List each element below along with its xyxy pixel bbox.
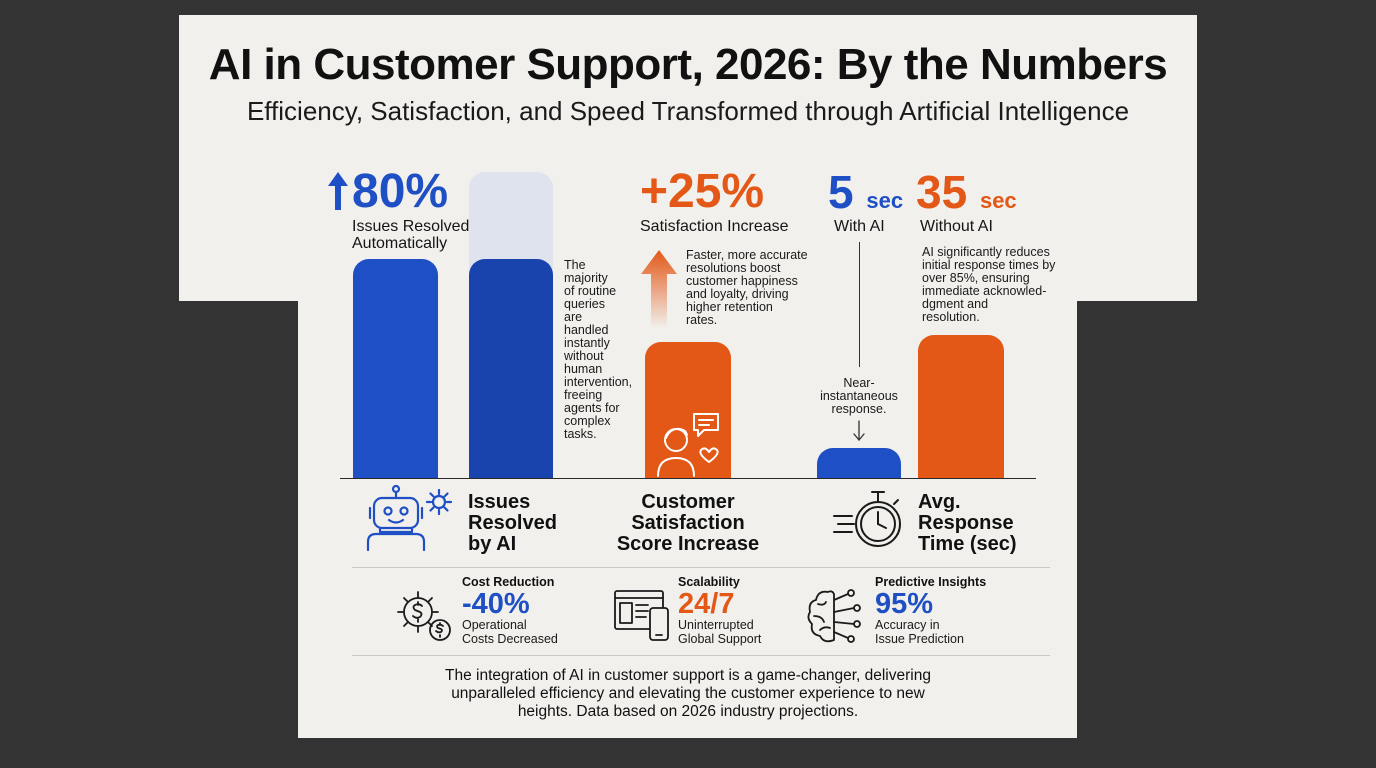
- note-line: majority: [564, 271, 608, 285]
- category-label-line: Time (sec): [918, 533, 1017, 555]
- stat-heading: Cost Reduction: [462, 575, 555, 589]
- stat-desc-line: Operational: [462, 618, 527, 632]
- with-ai-leader-line: [859, 242, 860, 367]
- issues-bar-secondary: [469, 259, 553, 478]
- down-arrow-icon: [853, 420, 865, 442]
- issues-note: The majority of routine queries are hand…: [564, 259, 632, 441]
- footer-line: unparalleled efficiency and elevating th…: [451, 685, 925, 702]
- note-line: human: [564, 362, 603, 376]
- category-label-satisfaction: Customer Satisfaction Score Increase: [600, 492, 776, 555]
- note-line: over 85%, ensuring: [922, 271, 1030, 285]
- category-label-line: Response: [918, 512, 1014, 534]
- without-ai-value: 35 sec: [916, 166, 1017, 227]
- without-ai-bar: [918, 335, 1004, 478]
- customer-chat-heart-icon: [657, 413, 719, 477]
- category-label-line: Score Increase: [616, 533, 760, 555]
- up-arrow-icon: [328, 172, 348, 210]
- footer-line: heights. Data based on 2026 industry pro…: [517, 703, 859, 720]
- without-ai-unit: sec: [979, 188, 1017, 213]
- issues-bar-primary: [353, 259, 438, 478]
- stat-value: 95%: [875, 588, 934, 620]
- note-line: The: [564, 258, 586, 272]
- stat-desc-line: Uninterrupted: [678, 618, 754, 632]
- divider-top: [352, 567, 1050, 568]
- up-arrow-gradient-icon: [641, 250, 677, 328]
- note-line: and loyalty, driving: [686, 287, 789, 301]
- divider-bottom: [352, 655, 1050, 656]
- note-line: dgment and: [922, 297, 989, 311]
- note-line: instantaneous: [820, 389, 898, 403]
- category-label-line: Satisfaction: [631, 512, 745, 534]
- stat-desc-line: Accuracy in: [875, 618, 940, 632]
- footer-text: The integration of AI in customer suppor…: [400, 667, 976, 721]
- stat-desc-line: Costs Decreased: [462, 631, 558, 646]
- note-line: Faster, more accurate: [686, 248, 808, 262]
- note-line: are: [564, 310, 583, 324]
- category-label-line: Customer: [641, 491, 735, 513]
- cost-gears-dollar-icon: [397, 591, 451, 641]
- stat-predictive: Predictive Insights 95% Accuracy in Issu…: [875, 575, 986, 646]
- note-line: instantly: [564, 336, 610, 350]
- category-label-line: Issues: [468, 491, 531, 513]
- with-ai-number: 5: [828, 166, 854, 218]
- robot-gear-icon: [366, 484, 453, 552]
- brain-network-icon: [807, 589, 861, 643]
- note-line: complex: [564, 414, 611, 428]
- stat-value: 24/7: [678, 588, 735, 620]
- note-line: tasks.: [564, 427, 597, 441]
- category-label-response: Avg. Response Time (sec): [918, 492, 1017, 555]
- category-label-issues: Issues Resolved by AI: [468, 492, 557, 555]
- satisfaction-note: Faster, more accurate resolutions boost …: [686, 249, 808, 327]
- chart-baseline: [340, 478, 1036, 479]
- note-line: resolution.: [922, 310, 980, 324]
- footer-line: The integration of AI in customer suppor…: [445, 667, 931, 684]
- stat-desc-line: Global Support: [678, 631, 762, 646]
- issues-headline-label-line: Issues Resolved: [352, 218, 470, 235]
- with-ai-note: Near- instantaneous response.: [800, 377, 918, 416]
- stat-value: -40%: [462, 588, 530, 620]
- note-line: freeing: [564, 388, 603, 402]
- without-ai-number: 35: [916, 166, 968, 218]
- without-ai-label: Without AI: [920, 218, 993, 235]
- note-line: customer happiness: [686, 274, 798, 288]
- category-label-line: by AI: [468, 533, 517, 555]
- issues-headline-label-line: Automatically: [352, 235, 448, 252]
- with-ai-label: With AI: [834, 218, 885, 235]
- with-ai-bar: [817, 448, 901, 478]
- note-line: AI significantly reduces: [922, 245, 1050, 259]
- with-ai-value: 5 sec: [828, 166, 903, 227]
- note-line: without: [564, 349, 604, 363]
- category-label-line: Avg.: [918, 491, 961, 513]
- stopwatch-icon: [833, 491, 901, 547]
- note-line: response.: [831, 402, 887, 416]
- note-line: rates.: [686, 313, 718, 327]
- note-line: Near-: [843, 376, 875, 390]
- stat-heading: Scalability: [678, 575, 740, 589]
- without-ai-note: AI significantly reduces initial respons…: [922, 246, 1055, 324]
- note-line: intervention,: [564, 375, 633, 389]
- devices-icon: [614, 590, 669, 641]
- note-line: resolutions boost: [686, 261, 781, 275]
- category-label-line: Resolved: [468, 512, 557, 534]
- issues-headline-label: Issues Resolved Automatically: [352, 218, 469, 252]
- note-line: agents for: [564, 401, 620, 415]
- stat-heading: Predictive Insights: [875, 575, 987, 589]
- note-line: initial response times by: [922, 258, 1056, 272]
- note-line: queries: [564, 297, 605, 311]
- issues-headline-value: 80%: [352, 165, 449, 218]
- stat-cost: Cost Reduction -40% Operational Costs De…: [462, 575, 558, 646]
- note-line: immediate acknowled-: [922, 284, 1047, 298]
- stat-desc-line: Issue Prediction: [875, 631, 964, 646]
- satisfaction-headline-label: Satisfaction Increase: [640, 218, 789, 235]
- page-subtitle: Efficiency, Satisfaction, and Speed Tran…: [246, 96, 1130, 126]
- stat-scalability: Scalability 24/7 Uninterrupted Global Su…: [678, 575, 761, 646]
- note-line: of routine: [564, 284, 617, 298]
- note-line: higher retention: [686, 300, 773, 314]
- with-ai-unit: sec: [866, 188, 904, 213]
- note-line: handled: [564, 323, 609, 337]
- page-title: AI in Customer Support, 2026: By the Num…: [208, 40, 1168, 89]
- satisfaction-headline-value: +25%: [640, 165, 765, 218]
